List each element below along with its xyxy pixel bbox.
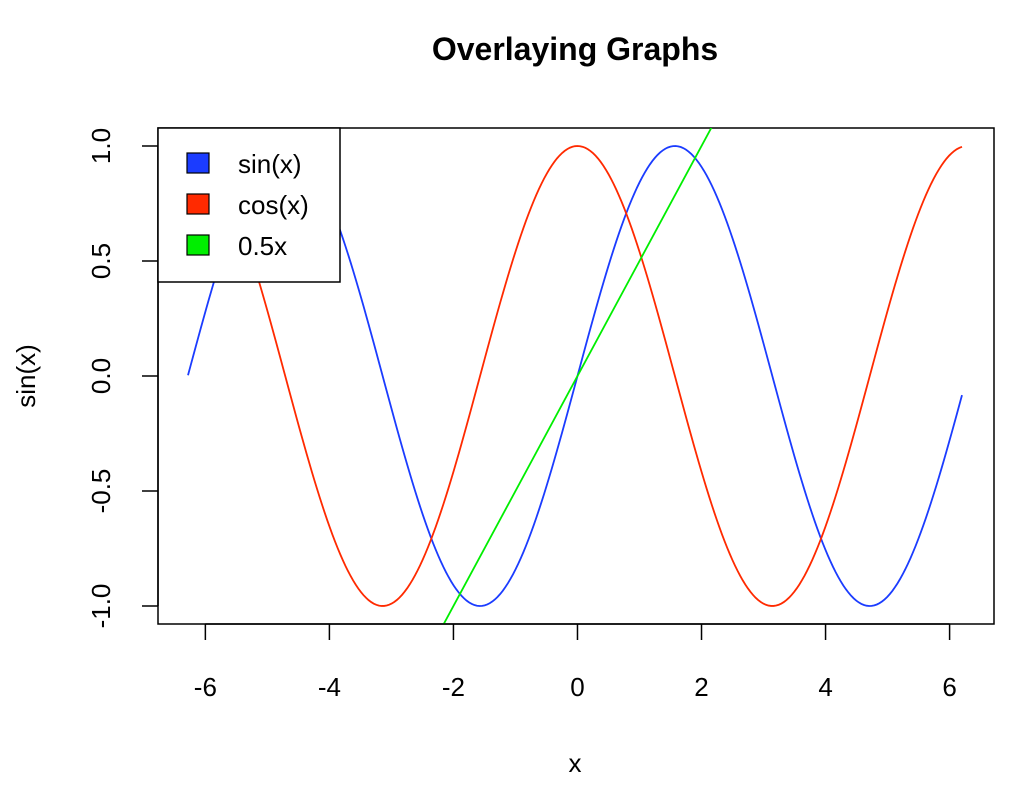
x-tick-label: -4 (318, 672, 341, 702)
chart-title: Overlaying Graphs (432, 31, 718, 67)
series-line-1 (187, 145, 963, 607)
x-tick-label: -2 (442, 672, 465, 702)
y-tick-label: 0.0 (86, 358, 116, 394)
x-axis: -6 -4 -2 0 2 4 6 (194, 623, 957, 702)
x-tick-label: 0 (570, 672, 584, 702)
y-tick-label: 1.0 (86, 128, 116, 164)
series-line-2 (442, 128, 713, 624)
y-axis: -1.0 -0.5 0.0 0.5 1.0 (86, 128, 159, 629)
x-tick-label: 4 (818, 672, 832, 702)
y-tick-label: -1.0 (86, 584, 116, 629)
x-tick-label: 2 (694, 672, 708, 702)
x-tick-label: -6 (194, 672, 217, 702)
legend-swatch (186, 234, 210, 256)
legend: sin(x) cos(x) 0.5x (157, 127, 341, 283)
legend-swatch (186, 193, 210, 215)
legend-label: cos(x) (238, 190, 309, 220)
y-tick-label: -0.5 (86, 469, 116, 514)
y-tick-label: 0.5 (86, 243, 116, 279)
legend-swatch (186, 152, 210, 174)
x-tick-label: 6 (942, 672, 956, 702)
x-axis-label: x (569, 748, 582, 778)
legend-label: sin(x) (238, 149, 302, 179)
legend-label: 0.5x (238, 231, 287, 261)
y-axis-label: sin(x) (11, 344, 41, 408)
